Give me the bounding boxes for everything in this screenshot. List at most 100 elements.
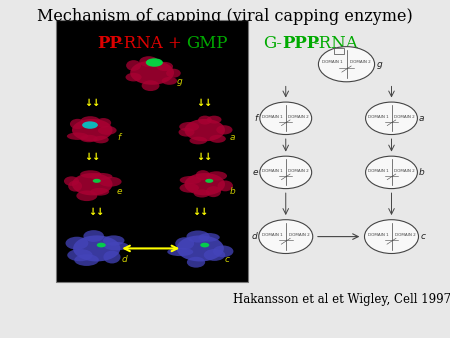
Ellipse shape [103,235,125,246]
Text: c: c [225,255,230,264]
Ellipse shape [207,116,221,124]
Ellipse shape [90,188,109,196]
Ellipse shape [175,237,194,250]
Ellipse shape [189,137,207,144]
Text: e: e [253,168,258,177]
Ellipse shape [104,251,121,263]
Text: ↓↓: ↓↓ [84,98,100,108]
Ellipse shape [68,180,82,192]
Text: a: a [419,114,424,123]
Ellipse shape [67,132,88,140]
Ellipse shape [93,179,101,183]
Ellipse shape [180,183,199,193]
Ellipse shape [166,69,181,78]
Text: DOMAIN 1: DOMAIN 1 [368,115,389,119]
Text: DOMAIN 1: DOMAIN 1 [322,61,343,65]
Ellipse shape [90,173,112,180]
Text: →: → [215,35,250,52]
Ellipse shape [66,237,88,250]
Ellipse shape [260,102,312,135]
Ellipse shape [98,126,117,135]
Ellipse shape [126,73,142,81]
FancyBboxPatch shape [333,48,344,54]
Text: DOMAIN 2: DOMAIN 2 [288,115,309,119]
Ellipse shape [198,233,220,242]
Ellipse shape [67,249,93,261]
Ellipse shape [76,191,97,201]
Text: PPP: PPP [283,35,320,52]
Ellipse shape [73,235,121,262]
Ellipse shape [365,156,418,189]
FancyBboxPatch shape [56,20,248,282]
Ellipse shape [72,119,112,141]
Ellipse shape [96,118,111,128]
Ellipse shape [259,220,313,254]
Text: DOMAIN 1: DOMAIN 1 [262,169,283,173]
Text: GMP: GMP [186,35,228,52]
Ellipse shape [216,125,233,135]
Ellipse shape [365,102,418,135]
Text: f: f [117,132,120,142]
Text: Mechanism of capping (viral capping enzyme): Mechanism of capping (viral capping enzy… [37,8,413,25]
Text: DOMAIN 2: DOMAIN 2 [350,61,371,65]
Text: d: d [252,232,257,241]
Text: b: b [230,187,235,196]
Ellipse shape [80,135,98,142]
Text: g: g [376,60,382,69]
Ellipse shape [176,235,224,262]
Text: DOMAIN 2: DOMAIN 2 [394,115,415,119]
Ellipse shape [80,170,101,178]
Ellipse shape [213,245,234,257]
Ellipse shape [187,257,205,268]
Ellipse shape [180,176,202,184]
Text: a: a [230,132,235,142]
Ellipse shape [82,121,98,129]
Ellipse shape [97,243,106,247]
Ellipse shape [179,122,199,131]
Text: f: f [254,114,257,123]
Ellipse shape [139,56,158,67]
Text: DOMAIN 2: DOMAIN 2 [289,233,310,237]
Ellipse shape [162,77,177,85]
Ellipse shape [167,248,194,256]
Ellipse shape [319,47,374,82]
Text: Hakansson et al et Wigley, Cell 1997: Hakansson et al et Wigley, Cell 1997 [233,293,450,306]
Ellipse shape [206,171,227,180]
Ellipse shape [209,135,226,143]
Ellipse shape [179,128,194,137]
Ellipse shape [142,80,159,91]
Ellipse shape [198,116,212,125]
Ellipse shape [74,254,99,266]
Ellipse shape [204,249,225,261]
Ellipse shape [93,136,109,143]
Ellipse shape [157,62,173,71]
Ellipse shape [130,61,174,85]
Ellipse shape [72,173,112,195]
Ellipse shape [64,176,79,186]
Ellipse shape [194,189,210,197]
Text: DOMAIN 2: DOMAIN 2 [394,169,415,173]
Text: DOMAIN 1: DOMAIN 1 [262,115,283,119]
Text: -RNA +: -RNA + [118,35,188,52]
Ellipse shape [126,60,141,71]
Ellipse shape [104,242,129,250]
Text: DOMAIN 1: DOMAIN 1 [368,169,389,173]
Text: ↓↓: ↓↓ [197,152,213,162]
Ellipse shape [196,170,210,180]
Ellipse shape [99,177,122,187]
Text: DOMAIN 1: DOMAIN 1 [262,233,283,237]
Ellipse shape [200,243,209,247]
Ellipse shape [260,156,312,189]
Ellipse shape [146,58,163,67]
Text: g: g [177,77,183,87]
Text: DOMAIN 2: DOMAIN 2 [395,233,415,237]
Ellipse shape [83,230,104,242]
Text: e: e [117,187,122,196]
Text: b: b [419,168,425,177]
Text: DOMAIN 2: DOMAIN 2 [288,169,309,173]
Ellipse shape [217,180,233,191]
Text: DOMAIN 1: DOMAIN 1 [368,233,388,237]
Ellipse shape [206,186,221,197]
Ellipse shape [184,173,225,195]
Ellipse shape [186,231,210,243]
